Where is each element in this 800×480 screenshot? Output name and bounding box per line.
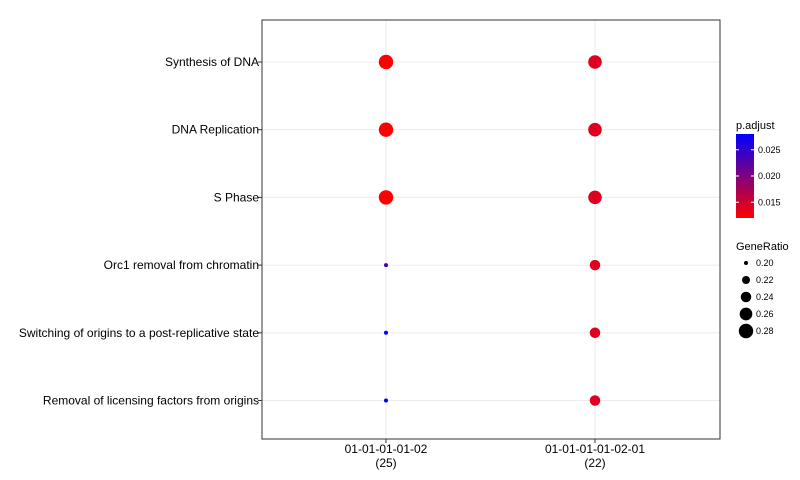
y-tick-label-synthesis-of-dna: Synthesis of DNA — [165, 55, 259, 69]
size-legend-label: 0.26 — [756, 309, 774, 319]
point-01-01-01-01-02-s-phase — [378, 190, 394, 205]
point-01-01-01-01-02-01-s-phase — [588, 190, 602, 205]
point-01-01-01-01-02-01-removal-of-licensing-factors-from-origins — [589, 395, 601, 406]
x-tick-count-01-01-01-01-02: (25) — [375, 456, 396, 470]
data-points — [378, 54, 602, 406]
size-legend-key — [738, 323, 754, 339]
color-legend-ticks: 0.015 0.020 0.025 — [736, 145, 781, 207]
x-axis: 01-01-01-01-02(25) 01-01-01-01-02-01(22) — [345, 439, 645, 470]
point-01-01-01-01-02-01-dna-replication — [588, 122, 602, 137]
point-01-01-01-01-02-synthesis-of-dna — [378, 54, 394, 70]
color-legend: p.adjust 0.015 0.020 0.025 — [736, 120, 781, 218]
size-legend-entries: 0.20 0.22 0.24 0.26 0.28 — [738, 258, 774, 339]
plot-panel — [262, 20, 720, 439]
point-01-01-01-01-02-01-switching-of-origins-to-a-post-replicative-state — [589, 327, 601, 339]
point-01-01-01-01-02-orc1-removal-from-chromatin — [384, 263, 388, 268]
size-legend-title: GeneRatio — [736, 241, 789, 253]
gridlines — [262, 20, 720, 439]
size-legend-key — [739, 307, 753, 321]
size-legend-key — [742, 276, 750, 284]
size-legend-label: 0.28 — [756, 326, 774, 336]
point-01-01-01-01-02-01-synthesis-of-dna — [588, 55, 602, 69]
color-legend-bar — [736, 134, 754, 218]
color-legend-title: p.adjust — [736, 120, 775, 132]
x-tick-count-01-01-01-01-02-01: (22) — [584, 456, 605, 470]
color-legend-tick-label: 0.015 — [758, 197, 781, 207]
point-01-01-01-01-02-removal-of-licensing-factors-from-origins — [384, 398, 388, 403]
y-tick-label-dna-replication: DNA Replication — [172, 123, 259, 137]
y-axis: Synthesis of DNA DNA Replication S Phase Or… — [19, 55, 262, 408]
size-legend-label: 0.22 — [756, 275, 774, 285]
size-legend: GeneRatio 0.20 0.22 0.24 0.26 0.28 — [736, 241, 789, 339]
point-01-01-01-01-02-dna-replication — [378, 122, 394, 137]
y-tick-label-switching-of-origins-to-a-post-replicative-state: Switching of origins to a post-replicati… — [19, 326, 259, 340]
color-legend-tick-label: 0.025 — [758, 145, 781, 155]
size-legend-key — [740, 291, 752, 303]
size-legend-key — [744, 261, 748, 265]
point-01-01-01-01-02-01-orc1-removal-from-chromatin — [589, 259, 601, 271]
y-tick-label-s-phase: S Phase — [214, 190, 260, 204]
point-01-01-01-01-02-switching-of-origins-to-a-post-replicative-state — [384, 330, 388, 335]
plot-panel-border — [261, 19, 721, 440]
size-legend-label: 0.20 — [756, 258, 774, 268]
color-legend-tick-label: 0.020 — [758, 171, 781, 181]
x-tick-label-01-01-01-01-02-01: 01-01-01-01-02-01 — [545, 442, 645, 456]
y-tick-label-orc1-removal-from-chromatin: Orc1 removal from chromatin — [104, 258, 259, 272]
size-legend-label: 0.24 — [756, 292, 774, 302]
y-tick-label-removal-of-licensing-factors-from-origins: Removal of licensing factors from origin… — [43, 394, 259, 408]
x-tick-label-01-01-01-01-02: 01-01-01-01-02 — [345, 442, 428, 456]
